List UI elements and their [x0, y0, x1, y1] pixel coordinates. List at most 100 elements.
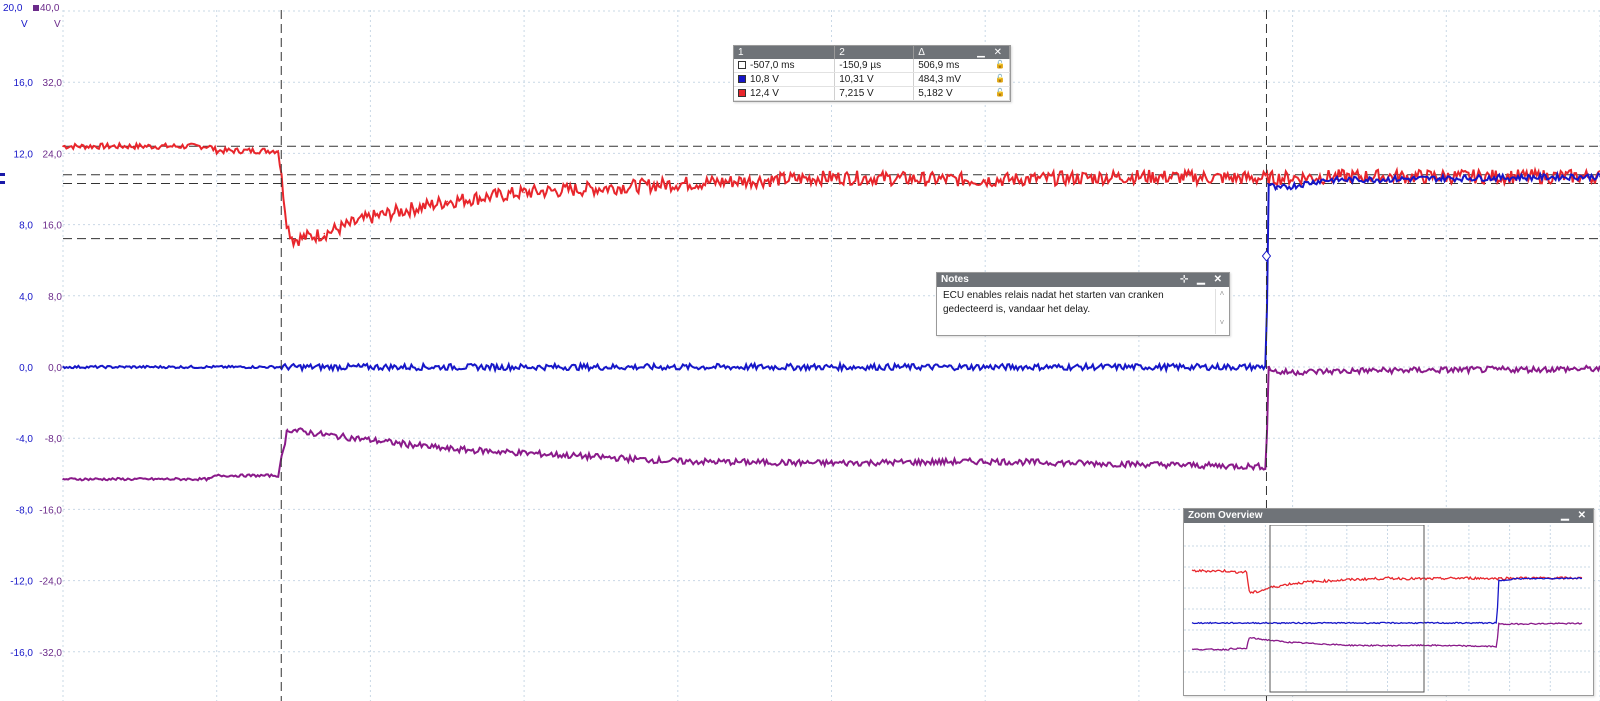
trace-point: [1445, 177, 1448, 180]
notes-line: gedecteerd is, vandaar het delay.: [943, 304, 1091, 315]
channel-swatch-icon: [738, 89, 746, 98]
delta-cell: 506,9 ms 🔓: [913, 59, 1010, 73]
cursor2-value: 7,215 V: [834, 86, 915, 101]
minimize-icon[interactable]: ▁: [1197, 274, 1208, 285]
trace-1: [62, 170, 1600, 374]
y-tick-label-a: -8,0: [16, 505, 34, 516]
trace-point: [277, 474, 279, 477]
y-axes: 20,0 40,0 V V 16,0 12,0 8,0 4,0 0,0 -4,0 -8,0 -…: [3, 3, 62, 659]
trace-point: [1337, 175, 1340, 178]
trace-point: [208, 478, 210, 480]
trace-2: [62, 364, 1600, 482]
trace-point: [984, 460, 986, 463]
trace-point: [215, 474, 218, 477]
measurement-table[interactable]: 1 2 Δ ▁ ✕ -507,0 ms -150,9 µs 506,9 ms 🔓 …: [733, 45, 1011, 102]
trace-point: [1276, 371, 1279, 374]
zoom-trace-1: [1191, 576, 1583, 625]
time-cursors[interactable]: [280, 10, 1272, 701]
zoom-overview-title-bar[interactable]: Zoom Overview ▁ ✕: [1184, 509, 1593, 523]
trace-point: [677, 182, 679, 185]
zoom-overview-plot[interactable]: [1184, 525, 1591, 693]
trace-point: [369, 216, 372, 219]
y-tick-label-a: 16,0: [14, 78, 34, 89]
lock-icon[interactable]: 🔓: [995, 88, 1005, 97]
y-tick-label-a: -16,0: [10, 648, 33, 659]
trace-point: [62, 366, 64, 368]
zoom-overview-panel[interactable]: Zoom Overview ▁ ✕: [1183, 508, 1594, 696]
trace-point: [215, 149, 218, 152]
notes-line: ECU enables relais nadat het starten van…: [943, 290, 1164, 301]
scale-a-header: 20,0: [3, 3, 23, 14]
lock-icon[interactable]: 🔓: [995, 60, 1005, 69]
cursor2-value: 10,31 V: [834, 72, 915, 87]
y-tick-label-b: 8,0: [48, 292, 62, 303]
zoom-trace-2: [1191, 622, 1583, 651]
table-row: 12,4 V 7,215 V 5,182 V 🔓: [734, 86, 1010, 101]
zoom-viewport-box[interactable]: [1269, 525, 1425, 693]
trace-point: [1267, 182, 1269, 185]
trace-point: [1322, 179, 1325, 181]
scale-a-unit: V: [21, 19, 28, 30]
trace-point: [208, 145, 210, 148]
value-cell: 12,4 V: [734, 86, 836, 101]
y-tick-label-b: 32,0: [43, 78, 63, 89]
channel-swatch-icon: [738, 75, 746, 84]
trace-point: [286, 428, 289, 431]
ruler-handle-upper[interactable]: [0, 173, 5, 176]
notes-text[interactable]: ECU enables relais nadat het starten van…: [937, 287, 1229, 319]
trace-point: [830, 462, 833, 464]
notes-title-bar[interactable]: Notes ⊹ ▁ ✕: [937, 273, 1229, 287]
traces: [62, 141, 1600, 482]
cursor-handle-icon[interactable]: [1261, 250, 1272, 262]
delta-cell: 484,3 mV 🔓: [913, 72, 1010, 87]
trace-point: [323, 433, 326, 436]
y-tick-label-b: 0,0: [48, 363, 62, 374]
trace-point: [323, 232, 326, 235]
col-header-cursor2: 2: [834, 46, 915, 59]
trace-point: [1267, 366, 1269, 368]
scroll-up-icon[interactable]: ˄: [1219, 289, 1225, 298]
table-row: -507,0 ms -150,9 µs 506,9 ms 🔓: [734, 59, 1010, 73]
zoom-trace-0: [1191, 568, 1583, 594]
trace-point: [292, 238, 295, 241]
minimize-icon[interactable]: ▁: [1561, 510, 1572, 521]
y-tick-label-b: -32,0: [39, 648, 62, 659]
cursor2-value: -150,9 µs: [834, 59, 915, 73]
col-header-delta: Δ ▁ ✕: [913, 46, 1010, 59]
y-tick-label-a: 8,0: [19, 221, 33, 232]
notes-scrollbar[interactable]: ˄ ˅: [1215, 289, 1228, 334]
scroll-down-icon[interactable]: ˅: [1219, 318, 1225, 327]
trace-point: [277, 149, 279, 152]
trace-point: [446, 200, 449, 203]
lock-icon[interactable]: 🔓: [995, 74, 1005, 83]
trace-point: [446, 448, 449, 450]
col-header-delta-label: Δ: [918, 47, 925, 58]
trace-point: [1368, 369, 1371, 372]
close-icon[interactable]: ✕: [993, 47, 1005, 58]
close-icon[interactable]: ✕: [1577, 510, 1589, 521]
trace-point: [830, 176, 833, 179]
y-tick-label-a: 4,0: [19, 292, 33, 303]
col-header-cursor1: 1: [734, 46, 836, 59]
y-tick-label-b: 24,0: [43, 149, 63, 160]
time-cell: -507,0 ms: [734, 59, 836, 73]
pin-icon[interactable]: ⊹: [1179, 274, 1192, 285]
minimize-icon[interactable]: ▁: [977, 47, 988, 58]
y-tick-label-a: 12,0: [14, 149, 34, 160]
ruler-handle-lower[interactable]: [0, 181, 5, 184]
scale-b-unit: V: [54, 19, 61, 30]
close-icon[interactable]: ✕: [1213, 274, 1225, 285]
y-tick-label-a: -4,0: [16, 434, 34, 445]
scale-b-header: 40,0: [40, 3, 60, 14]
notes-title: Notes: [941, 274, 969, 285]
y-tick-label-a: 0,0: [19, 363, 33, 374]
trace-0: [62, 141, 1600, 250]
trace-point: [984, 179, 986, 181]
y-tick-label-a: -12,0: [10, 577, 33, 588]
value-cell: 10,8 V: [734, 72, 836, 87]
zoom-overview-title: Zoom Overview: [1188, 510, 1263, 521]
table-row: 10,8 V 10,31 V 484,3 mV 🔓: [734, 72, 1010, 87]
y-tick-label-b: 16,0: [43, 221, 63, 232]
delta-cell: 5,182 V 🔓: [913, 86, 1010, 101]
notes-panel[interactable]: Notes ⊹ ▁ ✕ ECU enables relais nadat het…: [936, 272, 1230, 336]
